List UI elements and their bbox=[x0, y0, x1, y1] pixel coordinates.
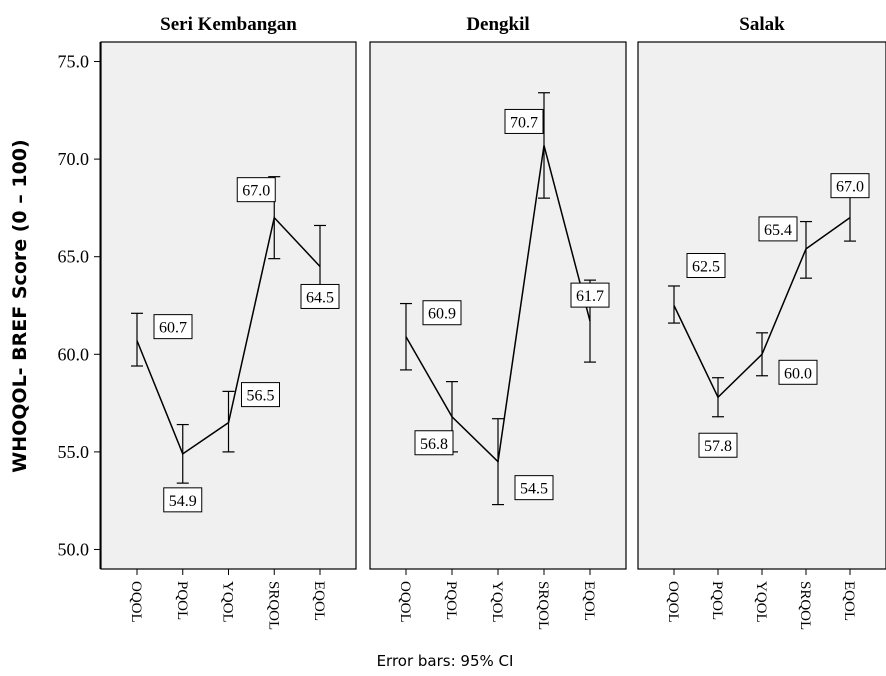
x-tick-label: EQOL bbox=[581, 581, 597, 621]
data-label-box bbox=[758, 216, 798, 242]
data-label-text: 56.8 bbox=[420, 436, 448, 453]
data-label: 60.7 bbox=[153, 314, 193, 340]
x-tick-label: PQOL bbox=[709, 581, 725, 620]
panel-0: Seri Kembangan OQOL PQOL YQOL SRQOL EQOL 60.7 5… bbox=[100, 14, 357, 630]
error-bar bbox=[668, 285, 680, 324]
data-label-box bbox=[300, 283, 340, 309]
error-bar bbox=[131, 312, 143, 367]
y-tick-label: 75.0 bbox=[58, 52, 90, 72]
data-label-text: 54.9 bbox=[169, 493, 197, 510]
data-label: 60.9 bbox=[422, 300, 462, 326]
data-label-box bbox=[153, 314, 193, 340]
data-label-box bbox=[778, 359, 818, 385]
data-label: 56.8 bbox=[414, 430, 454, 456]
error-bar bbox=[756, 332, 768, 377]
x-tick-label: YQOL bbox=[489, 581, 505, 623]
data-label-text: 54.5 bbox=[520, 481, 548, 498]
x-tick-label: PQOL bbox=[443, 581, 459, 620]
data-label: 54.9 bbox=[163, 487, 203, 513]
data-label-text: 65.4 bbox=[764, 222, 792, 239]
data-label-text: 62.5 bbox=[692, 259, 720, 276]
data-label-text: 56.5 bbox=[247, 388, 275, 405]
y-tick-label: 70.0 bbox=[58, 149, 90, 169]
data-label-box bbox=[422, 300, 462, 326]
panel-background bbox=[637, 41, 886, 570]
x-tick-label: EQOL bbox=[841, 581, 857, 621]
data-label-box bbox=[414, 430, 454, 456]
data-label: 64.5 bbox=[300, 283, 340, 309]
x-tick-label: OQOL bbox=[665, 581, 681, 623]
error-bar bbox=[712, 377, 724, 418]
data-label-text: 61.7 bbox=[576, 288, 604, 305]
data-label-box bbox=[830, 173, 870, 199]
data-label-box bbox=[163, 487, 203, 513]
x-tick-label: EQOL bbox=[311, 581, 327, 621]
error-bar bbox=[400, 302, 412, 371]
data-label-text: 64.5 bbox=[306, 289, 334, 306]
data-label: 57.8 bbox=[698, 432, 738, 458]
error-bar bbox=[538, 92, 550, 199]
data-label-text: 70.7 bbox=[510, 114, 538, 131]
data-label-text: 60.9 bbox=[428, 306, 456, 323]
x-tick-label: OQOL bbox=[397, 581, 413, 623]
data-label: 62.5 bbox=[686, 253, 726, 278]
data-label-box bbox=[236, 177, 276, 203]
data-label-box bbox=[698, 432, 738, 458]
data-label: 67.0 bbox=[830, 173, 870, 199]
data-label: 56.5 bbox=[241, 382, 280, 408]
data-label: 70.7 bbox=[504, 108, 544, 134]
error-bars-footnote: Error bars: 95% CI bbox=[377, 652, 514, 670]
x-tick-label: PQOL bbox=[174, 581, 190, 620]
data-label-box bbox=[241, 382, 280, 408]
data-label-text: 67.0 bbox=[242, 183, 270, 200]
y-tick-label: 55.0 bbox=[58, 442, 90, 462]
data-label: 65.4 bbox=[758, 216, 798, 242]
data-label-text: 60.0 bbox=[784, 365, 812, 382]
x-tick-label: SRQOL bbox=[535, 581, 551, 630]
x-tick-label: OQOL bbox=[128, 581, 144, 623]
data-label-box bbox=[686, 253, 726, 278]
panel-1: Dengkil OQOL PQOL YQOL SRQOL EQOL 60.9 56.8 54.5… bbox=[369, 14, 627, 630]
data-label: 54.5 bbox=[514, 475, 554, 501]
chart-panels: Seri Kembangan OQOL PQOL YQOL SRQOL EQOL 60.7 5… bbox=[100, 14, 886, 630]
data-label-box bbox=[514, 475, 554, 501]
y-tick-label: 50.0 bbox=[58, 539, 90, 559]
y-tick-label: 65.0 bbox=[58, 247, 90, 267]
data-label-box bbox=[570, 282, 610, 308]
panel-title: Salak bbox=[739, 14, 785, 35]
x-tick-label: SRQOL bbox=[797, 581, 813, 630]
error-bar bbox=[800, 220, 812, 279]
data-label: 61.7 bbox=[570, 282, 610, 308]
x-tick-label: SRQOL bbox=[265, 581, 281, 630]
panel-2: Salak OQOL PQOL YQOL SRQOL EQOL 62.5 57.8 60.0 65… bbox=[637, 14, 886, 630]
data-label-text: 57.8 bbox=[704, 438, 732, 455]
error-bar bbox=[222, 390, 235, 453]
y-axis-label: WHOQOL- BREF Score (0 – 100) bbox=[9, 139, 31, 472]
data-label-text: 60.7 bbox=[159, 320, 187, 337]
y-axis-ticks: 50.0 55.0 60.0 65.0 70.0 75.0 bbox=[58, 52, 100, 559]
panel-title: Seri Kembangan bbox=[160, 14, 297, 35]
y-tick-label: 60.0 bbox=[58, 344, 90, 364]
x-tick-label: YQOL bbox=[753, 581, 769, 623]
x-tick-label: YQOL bbox=[220, 581, 236, 623]
error-bar bbox=[176, 423, 189, 484]
data-label: 67.0 bbox=[236, 177, 276, 203]
data-label-text: 67.0 bbox=[836, 179, 864, 196]
data-label-box bbox=[504, 108, 544, 134]
panel-title: Dengkil bbox=[466, 14, 529, 35]
error-bar bbox=[492, 418, 504, 506]
data-label: 60.0 bbox=[778, 359, 818, 385]
